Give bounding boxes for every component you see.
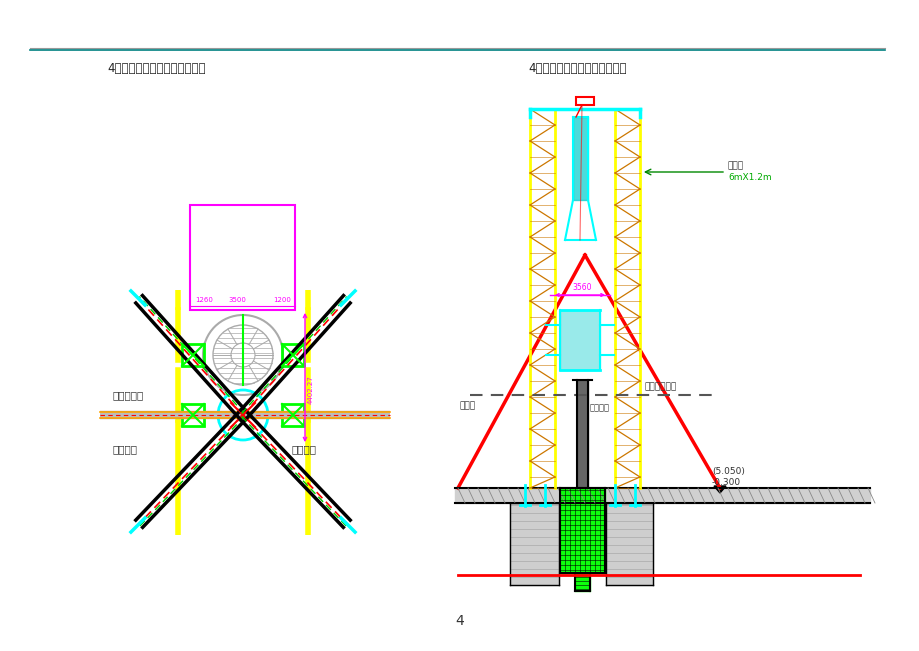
- Text: 1260: 1260: [195, 297, 212, 303]
- Bar: [282, 404, 303, 426]
- Text: 发电管线: 发电管线: [589, 403, 609, 412]
- Text: 3500: 3500: [228, 297, 245, 303]
- Text: 4: 4: [455, 614, 464, 628]
- Text: 撬风绳: 撬风绳: [460, 401, 476, 410]
- Text: 混凝土浇注线: 混凝土浇注线: [644, 382, 676, 391]
- Text: 标准节: 标准节: [727, 161, 743, 170]
- Text: 安装位置: 安装位置: [113, 444, 138, 454]
- Text: 混凝土梁: 混凝土梁: [291, 444, 317, 454]
- Text: 4402.27: 4402.27: [308, 376, 313, 404]
- Bar: [182, 344, 204, 366]
- Text: 4组支架立面顺序示意图（二）: 4组支架立面顺序示意图（二）: [528, 62, 627, 75]
- Polygon shape: [713, 486, 725, 493]
- Text: 撬风绳固定: 撬风绳固定: [113, 390, 144, 400]
- Bar: [182, 404, 204, 426]
- Bar: [575, 97, 594, 105]
- Text: (5.050): (5.050): [711, 467, 744, 476]
- Text: 1200: 1200: [273, 297, 290, 303]
- Bar: [190, 205, 295, 310]
- Bar: [282, 344, 303, 366]
- Text: 3560: 3560: [572, 283, 591, 292]
- Text: 6mX1.2m: 6mX1.2m: [727, 173, 771, 182]
- Text: 4组支架立面顺序示意图（一）: 4组支架立面顺序示意图（一）: [108, 62, 206, 75]
- Text: -0.300: -0.300: [711, 478, 741, 487]
